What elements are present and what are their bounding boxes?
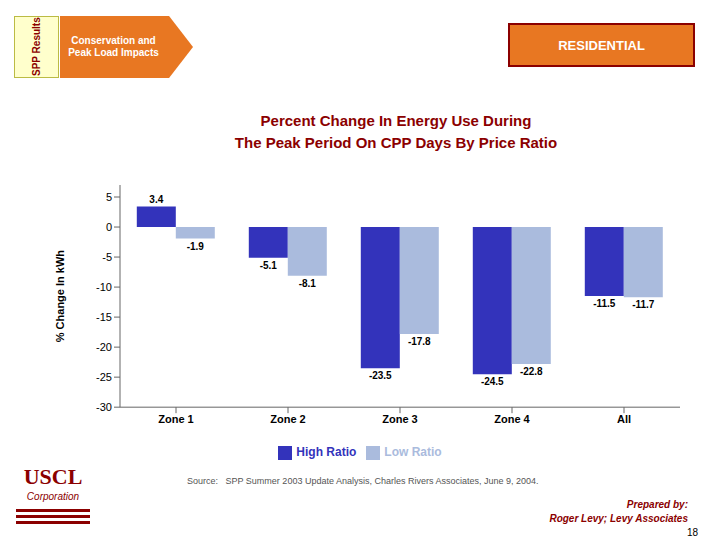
html-text:RESIDENTIAL: RESIDENTIAL (558, 37, 645, 53)
svg-text:-22.8: -22.8 (520, 366, 543, 377)
svg-text:-1.9: -1.9 (187, 241, 205, 252)
html-text:SPP Results: SPP Results (30, 17, 42, 77)
svg-text:-20: -20 (96, 341, 112, 353)
svg-text:-15: -15 (96, 311, 112, 323)
svg-text:-11.5: -11.5 (593, 298, 616, 309)
html-text:High Ratio: High Ratio (296, 445, 357, 460)
html-text:USCL: USCL (23, 464, 83, 489)
svg-text:-30: -30 (96, 401, 112, 413)
html-text:Source: SPP Summer 2003 Update: Source: SPP Summer 2003 Update Analysis,… (187, 476, 539, 486)
svg-text:-11.7: -11.7 (632, 299, 655, 310)
html-text:18: 18 (686, 527, 698, 538)
html-text:Roger Levy; Levy Associates: Roger Levy; Levy Associates (549, 513, 688, 524)
svg-text:-8.1: -8.1 (299, 278, 317, 289)
svg-text:-10: -10 (96, 281, 112, 293)
html-text:The Peak Period On CPP Days By: The Peak Period On CPP Days By Price Rat… (234, 134, 558, 151)
svg-text:-23.5: -23.5 (369, 370, 392, 381)
html-text:Low Ratio: Low Ratio (384, 445, 442, 460)
html-text:Prepared by:: Prepared by: (626, 499, 688, 510)
svg-text:All: All (617, 413, 631, 425)
svg-text:-25: -25 (96, 371, 112, 383)
svg-text:-24.5: -24.5 (481, 376, 504, 387)
svg-text:0: 0 (106, 221, 112, 233)
html-text:Corporation: Corporation (26, 491, 80, 502)
svg-text:-5.1: -5.1 (260, 260, 278, 271)
svg-text:-5: -5 (102, 251, 112, 263)
svg-text:5: 5 (106, 191, 112, 203)
svg-text:Zone 3: Zone 3 (382, 413, 417, 425)
svg-text:-17.8: -17.8 (408, 336, 431, 347)
svg-text:Zone 4: Zone 4 (494, 413, 530, 425)
svg-text:% Change In kWh: % Change In kWh (54, 250, 66, 343)
svg-text:Zone 1: Zone 1 (158, 413, 193, 425)
html-text:Conservation and Peak Load Imp: Conservation and Peak Load Impacts (68, 34, 159, 58)
html-text:Percent Change In Energy Use D: Percent Change In Energy Use During (260, 112, 532, 129)
svg-text:Zone 2: Zone 2 (270, 413, 305, 425)
svg-text:3.4: 3.4 (149, 194, 163, 205)
